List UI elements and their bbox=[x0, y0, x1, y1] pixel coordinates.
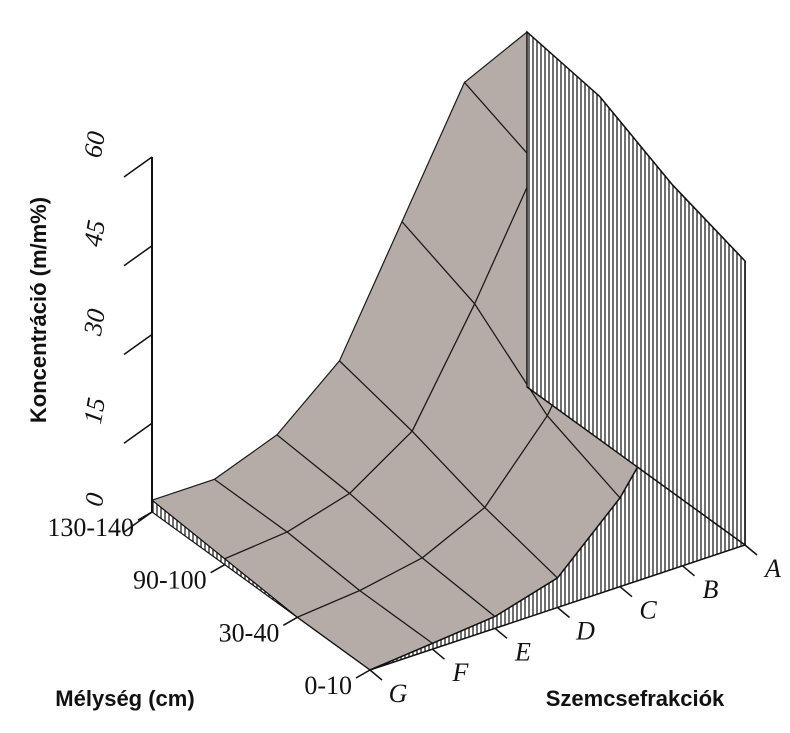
z-tick-label: 60 bbox=[78, 129, 111, 160]
depth-tick bbox=[137, 511, 153, 521]
fraction-label: F bbox=[452, 658, 470, 687]
fraction-label: D bbox=[575, 616, 595, 645]
fraction-label: C bbox=[639, 596, 657, 625]
fraction-tick bbox=[619, 586, 633, 598]
z-tick bbox=[123, 245, 153, 267]
fraction-tick bbox=[557, 606, 570, 619]
fraction-tick bbox=[744, 544, 758, 556]
z-tick-label: 0 bbox=[79, 491, 110, 509]
depth-label: 130-140 bbox=[47, 513, 134, 542]
fraction-label: A bbox=[763, 554, 781, 583]
z-tick bbox=[123, 333, 153, 356]
fraction-tick bbox=[682, 565, 695, 577]
z-tick bbox=[123, 156, 153, 178]
depth-label: 30-40 bbox=[219, 618, 280, 647]
depth-label: 90-100 bbox=[133, 566, 207, 595]
plot-area: 0 15 30 45 60 G F E D C B A 0-10 30-40 90-100 130-140 bbox=[47, 30, 781, 708]
fraction-label: B bbox=[703, 575, 719, 604]
fraction-tick bbox=[494, 627, 508, 639]
depth-tick bbox=[210, 564, 226, 574]
depth-axis-title: Mélység (cm) bbox=[55, 686, 194, 711]
depth-label: 0-10 bbox=[304, 671, 352, 700]
fraction-tick bbox=[369, 669, 383, 681]
depth-tick bbox=[282, 616, 298, 626]
z-tick bbox=[123, 422, 153, 444]
z-tick-label: 45 bbox=[78, 218, 111, 249]
z-tick-label: 15 bbox=[78, 395, 111, 426]
depth-tick bbox=[355, 669, 371, 679]
fraction-tick bbox=[432, 648, 445, 660]
left-wall bbox=[151, 498, 371, 671]
z-tick-label: 30 bbox=[78, 307, 111, 339]
right-wall bbox=[526, 30, 746, 547]
z-axis-title: Koncentráció (m/m%) bbox=[26, 197, 51, 423]
fraction-axis-title: Szemcsefrakciók bbox=[546, 686, 725, 711]
fraction-label: G bbox=[389, 679, 408, 708]
fraction-label: E bbox=[514, 637, 531, 666]
